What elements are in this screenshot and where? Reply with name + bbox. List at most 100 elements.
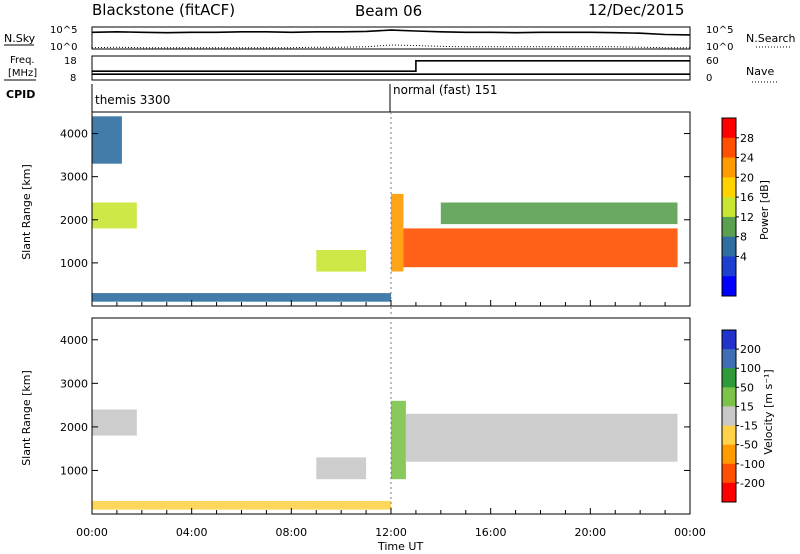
velocity-region bbox=[92, 500, 391, 510]
nave-line bbox=[92, 59, 690, 72]
velocity-colorbar-swatch bbox=[722, 425, 736, 446]
freq-tick-low: 8 bbox=[70, 73, 76, 84]
freq-label-line1: Freq. bbox=[10, 55, 35, 66]
velocity-colorbar-tick-label: -200 bbox=[740, 477, 765, 490]
date-title: 12/Dec/2015 bbox=[588, 1, 684, 19]
power-ytick-label: 1000 bbox=[60, 257, 88, 270]
velocity-region bbox=[405, 413, 678, 462]
freq-label-line2: [MHz] bbox=[8, 68, 37, 79]
xaxis-label: Time UT bbox=[377, 540, 423, 553]
velocity-ytick-label: 3000 bbox=[60, 377, 88, 390]
velocity-colorbar-tick-label: -15 bbox=[740, 420, 758, 433]
noise-panel-frame bbox=[91, 26, 691, 50]
power-colorbar-swatch bbox=[722, 177, 736, 198]
velocity-colorbar-label: Velocity [m s⁻¹] bbox=[762, 369, 775, 454]
power-region bbox=[391, 193, 404, 272]
velocity-colorbar-swatch bbox=[722, 406, 736, 427]
xtick-label: 20:00 bbox=[574, 526, 606, 539]
xtick-label: 00:00 bbox=[76, 526, 108, 539]
velocity-ytick-label: 4000 bbox=[60, 334, 88, 347]
velocity-colorbar-swatch bbox=[722, 463, 736, 484]
nsearch-tick-low: 10^0 bbox=[706, 42, 733, 53]
power-ylabel: Slant Range [km] bbox=[20, 164, 33, 260]
velocity-colorbar-frame bbox=[721, 329, 737, 503]
power-colorbar-tick-label: 8 bbox=[740, 231, 747, 244]
power-colorbar-tick-label: 12 bbox=[740, 211, 754, 224]
velocity-region bbox=[316, 457, 367, 480]
power-ytick-label: 4000 bbox=[60, 128, 88, 141]
nsky-tick-low: 10^0 bbox=[50, 42, 77, 53]
freq-tick-high: 18 bbox=[64, 56, 77, 67]
nave-tick-high: 60 bbox=[706, 56, 719, 67]
power-colorbar: 28 24 20 16 12 8 4 bbox=[721, 117, 754, 297]
power-colorbar-swatch bbox=[722, 157, 736, 178]
power-region bbox=[92, 116, 122, 164]
velocity-colorbar-tick-label: 100 bbox=[740, 362, 761, 375]
power-colorbar-frame bbox=[721, 117, 737, 297]
nave-tick-low: 0 bbox=[706, 73, 712, 84]
velocity-ytick-label: 2000 bbox=[60, 421, 88, 434]
power-region bbox=[316, 250, 367, 272]
power-colorbar-swatch bbox=[722, 256, 736, 277]
velocity-colorbar-tick-label: -50 bbox=[740, 439, 758, 452]
nave-label: Nave bbox=[746, 65, 774, 78]
nsky-tick-high: 10^5 bbox=[50, 25, 77, 36]
noise-series-group bbox=[91, 29, 691, 49]
power-colorbar-tick-label: 24 bbox=[740, 152, 754, 165]
velocity-colorbar-swatch bbox=[722, 387, 736, 407]
power-colorbar-tick-label: 20 bbox=[740, 171, 754, 184]
xtick-label: 00:00 bbox=[674, 526, 706, 539]
power-colorbar-swatch bbox=[722, 216, 736, 238]
power-region bbox=[92, 202, 137, 229]
cpid-mode-1: themis 3300 bbox=[95, 93, 170, 107]
beam-title: Beam 06 bbox=[355, 2, 422, 20]
velocity-colorbar: 200 100 50 15 -15 -50 -100 -200 bbox=[721, 329, 765, 503]
cpid-mode-2: normal (fast) 151 bbox=[393, 83, 497, 97]
velocity-colorbar-swatch bbox=[722, 444, 736, 465]
power-y-axis: 1000 2000 3000 4000 bbox=[60, 128, 690, 270]
power-colorbar-swatch bbox=[722, 137, 736, 159]
xtick-label: 08:00 bbox=[275, 526, 307, 539]
velocity-colorbar-swatch bbox=[722, 482, 736, 503]
nsky-label: N.Sky bbox=[4, 32, 36, 45]
freq-series-group bbox=[92, 59, 690, 75]
time-axis: 00:00 04:00 08:00 12:00 16:00 20:00 00:00 bbox=[76, 300, 706, 539]
power-ytick-label: 2000 bbox=[60, 214, 88, 227]
freq-panel-frame bbox=[91, 55, 691, 81]
power-ytick-label: 3000 bbox=[60, 171, 88, 184]
power-region bbox=[92, 293, 391, 302]
velocity-region bbox=[92, 409, 137, 436]
station-title: Blackstone (fitACF) bbox=[92, 1, 235, 19]
power-region bbox=[403, 228, 678, 268]
power-region bbox=[440, 202, 678, 225]
power-heatmap bbox=[92, 116, 678, 302]
velocity-heatmap bbox=[92, 400, 678, 510]
nsearch-label: N.Search bbox=[746, 32, 796, 45]
power-colorbar-swatch bbox=[722, 118, 736, 139]
power-colorbar-swatch bbox=[722, 276, 736, 297]
velocity-colorbar-tick-label: 50 bbox=[740, 381, 754, 394]
velocity-colorbar-swatch bbox=[722, 368, 736, 388]
velocity-colorbar-tick-label: -100 bbox=[740, 458, 765, 471]
velocity-y-axis: 1000 2000 3000 4000 bbox=[60, 334, 690, 477]
velocity-region bbox=[391, 400, 406, 480]
velocity-colorbar-tick-label: 200 bbox=[740, 343, 761, 356]
xtick-label: 04:00 bbox=[176, 526, 208, 539]
velocity-colorbar-swatch bbox=[722, 349, 736, 369]
power-colorbar-tick-label: 16 bbox=[740, 191, 754, 204]
velocity-colorbar-tick-label: 15 bbox=[740, 400, 754, 413]
power-colorbar-swatch bbox=[722, 197, 736, 218]
xtick-label: 12:00 bbox=[375, 526, 407, 539]
power-colorbar-swatch bbox=[722, 236, 736, 257]
noise-series-nsearch bbox=[91, 44, 690, 49]
power-colorbar-tick-label: 4 bbox=[740, 250, 747, 263]
velocity-ytick-label: 1000 bbox=[60, 464, 88, 477]
power-colorbar-label: Power [dB] bbox=[758, 180, 771, 240]
velocity-colorbar-swatch bbox=[722, 330, 736, 350]
noise-series-nsky bbox=[91, 29, 691, 36]
velocity-ylabel: Slant Range [km] bbox=[20, 370, 33, 466]
xtick-label: 16:00 bbox=[475, 526, 507, 539]
cpid-label: CPID bbox=[6, 88, 35, 101]
power-colorbar-tick-label: 28 bbox=[740, 132, 754, 145]
nsearch-tick-high: 10^5 bbox=[706, 25, 733, 36]
